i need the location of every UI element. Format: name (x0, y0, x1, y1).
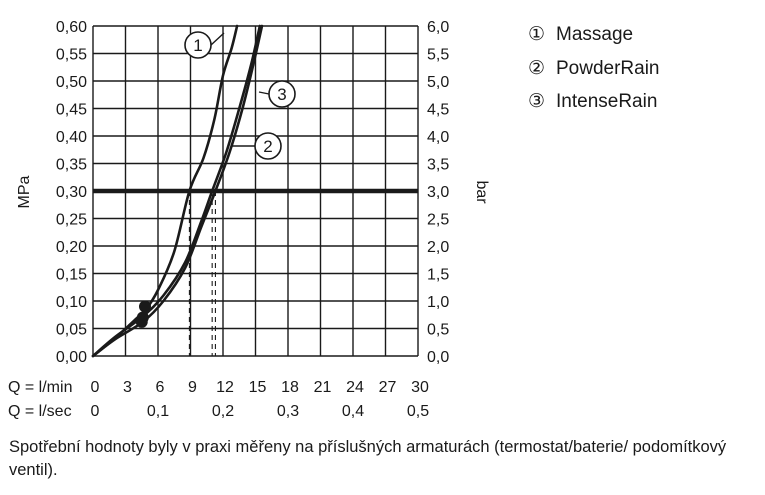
y-left-tick-label: 0,55 (56, 47, 87, 64)
legend-label: Massage (556, 24, 633, 45)
y-left-tick-label: 0,35 (56, 157, 87, 174)
series-lines (91, 24, 264, 358)
series-marker-circle (268, 80, 296, 108)
legend-item-intenserain: ③ IntenseRain (528, 91, 657, 112)
x-row1-axis-title: Q = l/min (8, 379, 72, 396)
marker-leader-3 (258, 91, 270, 95)
x-row1-tick-label: 24 (346, 379, 364, 396)
y-left-tick-label: 0,60 (56, 19, 87, 36)
legend-symbol: ③ (528, 91, 545, 112)
x-row1-tick-label: 0 (91, 379, 100, 396)
y-left-tick-label: 0,40 (56, 129, 87, 146)
x-row1-tick-label: 21 (314, 379, 332, 396)
x-row2-tick-label: 0 (91, 403, 100, 420)
x-row2-tick-label: 0,1 (147, 403, 169, 420)
legend-item-powderrain: ② PowderRain (528, 58, 660, 79)
y-left-tick-label: 0,30 (56, 184, 87, 201)
y-left-tick-label: 0,45 (56, 102, 87, 119)
legend-item-massage: ① Massage (528, 24, 633, 45)
series-line-intenserain (91, 24, 262, 358)
x-row1-tick-label: 12 (216, 379, 234, 396)
series-markers: 1 2 3 (184, 31, 296, 160)
y-right-tick-label: 0,5 (427, 322, 449, 339)
series-line-powderrain (91, 24, 264, 358)
footnote-caption: Spotřební hodnoty byly v praxi měřeny na… (9, 438, 727, 479)
y-right-axis-title: bar (473, 180, 490, 204)
y-right-tick-label: 5,0 (427, 74, 449, 91)
legend: ① Massage ② PowderRain ③ IntenseRain (528, 24, 660, 112)
y-left-tick-label: 0,25 (56, 212, 87, 229)
y-right-tick-label: 3,0 (427, 184, 449, 201)
y-right-tick-label: 1,5 (427, 267, 449, 284)
x-row2-axis-title: Q = l/sec (8, 403, 72, 420)
drop-lines (188, 191, 216, 356)
y-right-tick-label: 5,5 (427, 47, 449, 64)
y-left-tick-label: 0,15 (56, 267, 87, 284)
y-right-tick-label: 4,0 (427, 129, 449, 146)
marker-leader-1 (210, 32, 225, 46)
x-row1-tick-label: 27 (379, 379, 397, 396)
y-left-tick-label: 0,00 (56, 349, 87, 366)
series-marker-label: 3 (277, 85, 286, 104)
series-line-massage (91, 24, 239, 358)
series-start-point (135, 315, 148, 328)
series-marker-circle (254, 132, 282, 160)
y-right-tick-label: 1,0 (427, 294, 449, 311)
x-row1-tick-label: 15 (249, 379, 267, 396)
y-left-tick-label: 0,20 (56, 239, 87, 256)
y-left-axis-title: MPa (16, 175, 33, 208)
x-row2-tick-label: 0,5 (407, 403, 429, 420)
y-right-tick-label: 2,5 (427, 212, 449, 229)
y-left-tick-label: 0,05 (56, 322, 87, 339)
series-marker-label: 1 (193, 36, 202, 55)
series-marker-circle (184, 31, 212, 59)
x-row2-tick-label: 0,3 (277, 403, 299, 420)
y-right-tick-label: 0,0 (427, 349, 449, 366)
series-start-point (139, 300, 151, 313)
y-left-tick-label: 0,50 (56, 74, 87, 91)
x-row1-tick-label: 6 (156, 379, 165, 396)
y-left-tick-label: 0,10 (56, 294, 87, 311)
x-row1-tick-label: 9 (188, 379, 197, 396)
legend-symbol: ① (528, 24, 545, 45)
legend-label: IntenseRain (556, 91, 657, 112)
series-marker-label: 2 (263, 137, 272, 156)
legend-label: PowderRain (556, 58, 660, 79)
y-right-tick-label: 6,0 (427, 19, 449, 36)
tick-labels: 0 3 6 9 12 15 18 21 24 27 300 0,1 0,2 0,3 0,4 0,50,00 0,… (56, 19, 449, 420)
x-row2-tick-label: 0,2 (212, 403, 234, 420)
y-right-tick-label: 4,5 (427, 102, 449, 119)
legend-symbol: ② (528, 58, 545, 79)
x-row2-tick-label: 0,4 (342, 403, 364, 420)
x-row1-tick-label: 3 (123, 379, 132, 396)
x-row1-tick-label: 18 (281, 379, 299, 396)
y-right-tick-label: 3,5 (427, 157, 449, 174)
x-row1-tick-label: 30 (411, 379, 429, 396)
y-right-tick-label: 2,0 (427, 239, 449, 256)
